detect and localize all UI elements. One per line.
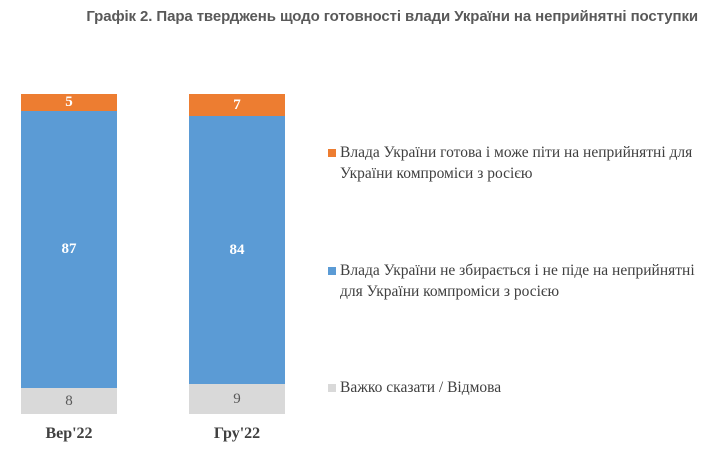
segment-ready: 7 — [189, 94, 285, 116]
legend-item-not-ready: Влада України не збирається і не піде на… — [328, 260, 700, 302]
category-label: Гру'22 — [213, 425, 261, 442]
legend-label: Влада України готова і може піти на непр… — [340, 144, 693, 182]
bar-sep-22: 5 87 8 — [21, 94, 117, 414]
segment-ready: 5 — [21, 94, 117, 111]
bar-dec-22: 7 84 9 — [189, 94, 285, 414]
legend-swatch-gray-icon — [328, 384, 336, 392]
segment-not-ready: 87 — [21, 111, 117, 388]
legend-item-ready: Влада України готова і може піти на непр… — [328, 142, 700, 184]
legend-swatch-orange-icon — [328, 149, 336, 157]
legend-label: Влада України не збирається і не піде на… — [340, 262, 695, 300]
legend-swatch-blue-icon — [328, 267, 336, 275]
category-label: Вер'22 — [45, 425, 93, 442]
segment-hard-to-say: 9 — [189, 384, 285, 414]
chart-title: Графік 2. Пара тверджень щодо готовності… — [86, 8, 698, 25]
legend-label: Важко сказати / Відмова — [340, 379, 502, 396]
segment-hard-to-say: 8 — [21, 388, 117, 414]
legend-item-hard-to-say: Важко сказати / Відмова — [328, 377, 700, 398]
segment-not-ready: 84 — [189, 116, 285, 384]
